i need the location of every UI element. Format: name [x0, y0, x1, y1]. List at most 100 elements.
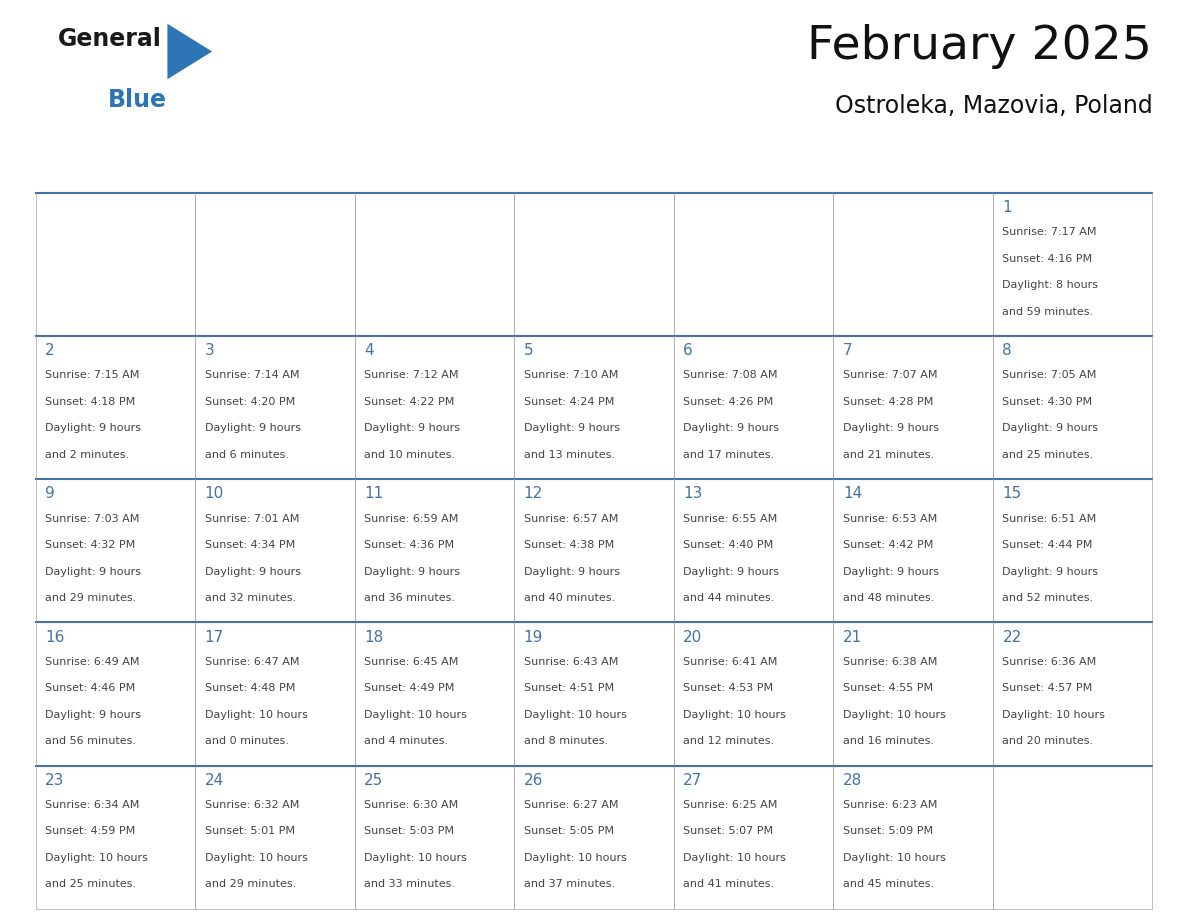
Text: Daylight: 9 hours: Daylight: 9 hours [45, 710, 141, 720]
Text: Sunset: 4:51 PM: Sunset: 4:51 PM [524, 683, 614, 693]
Text: Friday: Friday [845, 165, 902, 183]
Text: 13: 13 [683, 487, 703, 501]
Text: 8: 8 [1003, 343, 1012, 358]
Text: Thursday: Thursday [685, 165, 771, 183]
Text: Sunset: 4:20 PM: Sunset: 4:20 PM [204, 397, 295, 407]
Text: 9: 9 [45, 487, 55, 501]
Text: Sunset: 4:48 PM: Sunset: 4:48 PM [204, 683, 295, 693]
Text: and 44 minutes.: and 44 minutes. [683, 593, 775, 603]
Text: February 2025: February 2025 [808, 24, 1152, 69]
Text: 15: 15 [1003, 487, 1022, 501]
Text: 26: 26 [524, 773, 543, 788]
Text: Sunset: 4:28 PM: Sunset: 4:28 PM [842, 397, 934, 407]
Text: Daylight: 9 hours: Daylight: 9 hours [45, 566, 141, 577]
Text: Daylight: 9 hours: Daylight: 9 hours [365, 423, 460, 433]
Text: Sunset: 4:59 PM: Sunset: 4:59 PM [45, 826, 135, 836]
Text: 22: 22 [1003, 630, 1022, 644]
Text: Sunset: 4:42 PM: Sunset: 4:42 PM [842, 540, 934, 550]
Text: Sunset: 4:40 PM: Sunset: 4:40 PM [683, 540, 773, 550]
Text: Daylight: 9 hours: Daylight: 9 hours [1003, 423, 1099, 433]
Text: Sunset: 5:03 PM: Sunset: 5:03 PM [365, 826, 454, 836]
Text: 4: 4 [365, 343, 374, 358]
Text: 14: 14 [842, 487, 862, 501]
Text: Daylight: 9 hours: Daylight: 9 hours [842, 423, 939, 433]
Text: and 17 minutes.: and 17 minutes. [683, 450, 775, 460]
Text: 17: 17 [204, 630, 225, 644]
Text: Sunset: 4:22 PM: Sunset: 4:22 PM [365, 397, 455, 407]
Text: Sunset: 4:46 PM: Sunset: 4:46 PM [45, 683, 135, 693]
Text: Sunset: 5:09 PM: Sunset: 5:09 PM [842, 826, 933, 836]
Text: Sunrise: 6:51 AM: Sunrise: 6:51 AM [1003, 513, 1097, 523]
Text: 24: 24 [204, 773, 225, 788]
Text: 7: 7 [842, 343, 853, 358]
Text: 10: 10 [204, 487, 225, 501]
Text: Wednesday: Wednesday [525, 165, 633, 183]
Text: Sunrise: 7:08 AM: Sunrise: 7:08 AM [683, 370, 778, 380]
Text: and 12 minutes.: and 12 minutes. [683, 736, 775, 746]
Text: Sunrise: 6:55 AM: Sunrise: 6:55 AM [683, 513, 778, 523]
Text: Sunset: 4:26 PM: Sunset: 4:26 PM [683, 397, 773, 407]
Text: Daylight: 10 hours: Daylight: 10 hours [204, 710, 308, 720]
Text: Sunrise: 7:14 AM: Sunrise: 7:14 AM [204, 370, 299, 380]
Text: Sunrise: 7:15 AM: Sunrise: 7:15 AM [45, 370, 139, 380]
Text: and 0 minutes.: and 0 minutes. [204, 736, 289, 746]
Text: Saturday: Saturday [1004, 165, 1088, 183]
Text: Sunset: 5:01 PM: Sunset: 5:01 PM [204, 826, 295, 836]
Text: Monday: Monday [207, 165, 279, 183]
Text: Sunrise: 7:05 AM: Sunrise: 7:05 AM [1003, 370, 1097, 380]
Text: Sunrise: 7:07 AM: Sunrise: 7:07 AM [842, 370, 937, 380]
Text: and 2 minutes.: and 2 minutes. [45, 450, 129, 460]
Text: Sunrise: 6:43 AM: Sunrise: 6:43 AM [524, 656, 618, 666]
Text: Sunrise: 6:25 AM: Sunrise: 6:25 AM [683, 800, 778, 810]
Text: and 52 minutes.: and 52 minutes. [1003, 593, 1093, 603]
Text: Daylight: 10 hours: Daylight: 10 hours [842, 853, 946, 863]
Text: 3: 3 [204, 343, 215, 358]
Text: 5: 5 [524, 343, 533, 358]
Text: Sunset: 4:34 PM: Sunset: 4:34 PM [204, 540, 295, 550]
Text: Daylight: 8 hours: Daylight: 8 hours [1003, 280, 1099, 290]
Text: 23: 23 [45, 773, 64, 788]
Text: and 48 minutes.: and 48 minutes. [842, 593, 934, 603]
Text: Sunrise: 6:38 AM: Sunrise: 6:38 AM [842, 656, 937, 666]
Text: and 20 minutes.: and 20 minutes. [1003, 736, 1093, 746]
Text: and 10 minutes.: and 10 minutes. [365, 450, 455, 460]
Text: and 6 minutes.: and 6 minutes. [204, 450, 289, 460]
Text: Sunrise: 6:57 AM: Sunrise: 6:57 AM [524, 513, 618, 523]
Text: 2: 2 [45, 343, 55, 358]
Text: 11: 11 [365, 487, 384, 501]
Text: Daylight: 9 hours: Daylight: 9 hours [204, 566, 301, 577]
Text: Sunset: 4:32 PM: Sunset: 4:32 PM [45, 540, 135, 550]
Text: Daylight: 10 hours: Daylight: 10 hours [524, 853, 627, 863]
Text: and 33 minutes.: and 33 minutes. [365, 879, 455, 890]
Text: Sunrise: 6:36 AM: Sunrise: 6:36 AM [1003, 656, 1097, 666]
Text: 25: 25 [365, 773, 384, 788]
Text: Sunrise: 6:32 AM: Sunrise: 6:32 AM [204, 800, 299, 810]
Text: Sunday: Sunday [46, 165, 115, 183]
Text: and 25 minutes.: and 25 minutes. [1003, 450, 1093, 460]
Text: and 21 minutes.: and 21 minutes. [842, 450, 934, 460]
Text: and 41 minutes.: and 41 minutes. [683, 879, 775, 890]
Text: Sunrise: 6:45 AM: Sunrise: 6:45 AM [365, 656, 459, 666]
Text: Sunset: 5:05 PM: Sunset: 5:05 PM [524, 826, 614, 836]
Text: and 16 minutes.: and 16 minutes. [842, 736, 934, 746]
Text: and 56 minutes.: and 56 minutes. [45, 736, 137, 746]
Text: Daylight: 10 hours: Daylight: 10 hours [1003, 710, 1105, 720]
Text: and 36 minutes.: and 36 minutes. [365, 593, 455, 603]
Text: Sunset: 4:24 PM: Sunset: 4:24 PM [524, 397, 614, 407]
Text: and 59 minutes.: and 59 minutes. [1003, 307, 1093, 317]
Text: Daylight: 9 hours: Daylight: 9 hours [1003, 566, 1099, 577]
Text: 27: 27 [683, 773, 702, 788]
Text: and 32 minutes.: and 32 minutes. [204, 593, 296, 603]
Text: Sunrise: 6:27 AM: Sunrise: 6:27 AM [524, 800, 618, 810]
Text: 6: 6 [683, 343, 693, 358]
Text: Sunset: 4:16 PM: Sunset: 4:16 PM [1003, 253, 1093, 263]
Polygon shape [168, 24, 213, 79]
Text: 16: 16 [45, 630, 64, 644]
Text: Ostroleka, Mazovia, Poland: Ostroleka, Mazovia, Poland [835, 94, 1152, 118]
Text: and 45 minutes.: and 45 minutes. [842, 879, 934, 890]
Text: Sunrise: 7:03 AM: Sunrise: 7:03 AM [45, 513, 139, 523]
Text: Sunset: 4:38 PM: Sunset: 4:38 PM [524, 540, 614, 550]
Text: 21: 21 [842, 630, 862, 644]
Text: Blue: Blue [108, 88, 168, 112]
Text: Daylight: 10 hours: Daylight: 10 hours [45, 853, 148, 863]
